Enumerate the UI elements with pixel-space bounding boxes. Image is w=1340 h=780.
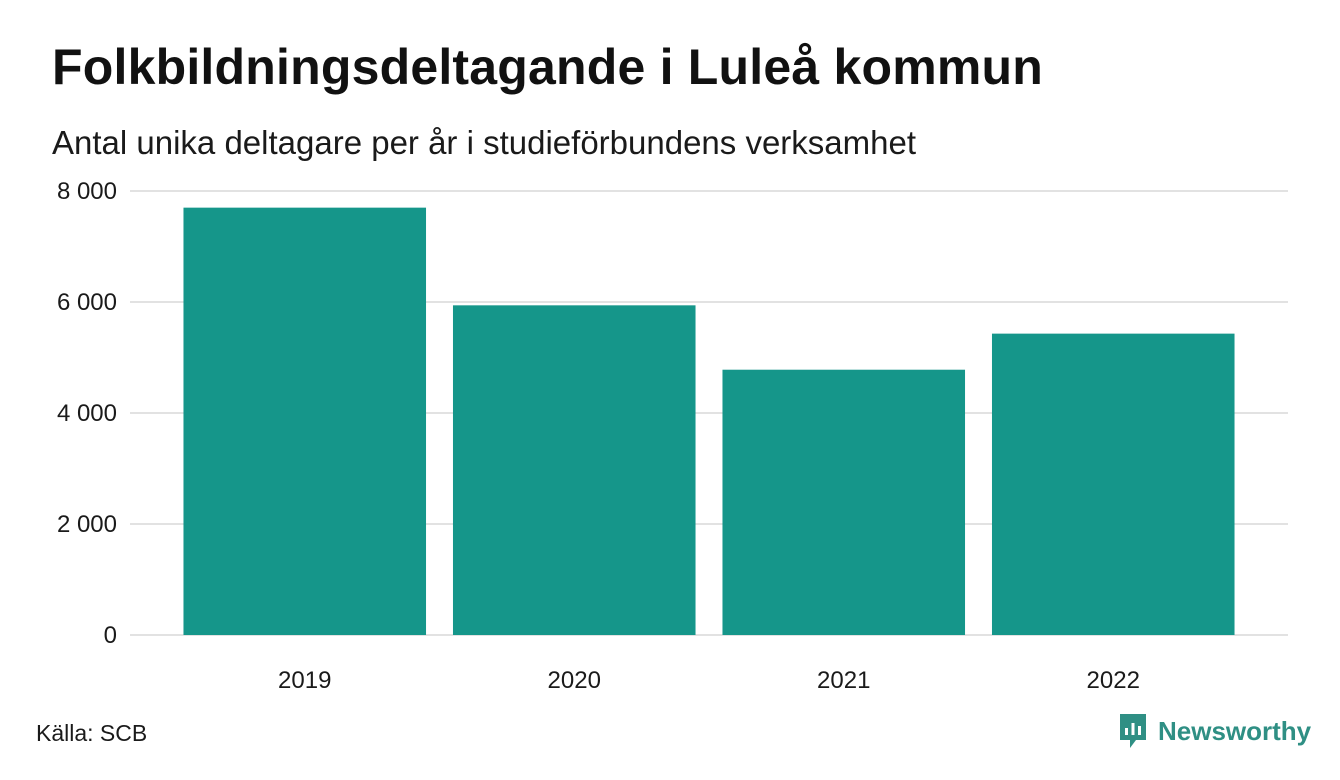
x-tick-label: 2019 (278, 667, 331, 694)
bar-2020 (452, 305, 696, 635)
x-tick-label: 2021 (817, 667, 870, 694)
chart-title: Folkbildningsdeltagande i Luleå kommun (52, 39, 1044, 95)
newsworthy-logo-icon (1120, 714, 1146, 748)
y-tick-label: 8 000 (57, 178, 117, 205)
x-axis-labels: 2019 2020 2021 2022 (278, 667, 1140, 694)
y-tick-label: 2 000 (57, 511, 117, 538)
source-note: Källa: SCB (36, 720, 148, 746)
y-tick-label: 6 000 (57, 289, 117, 316)
chart-subtitle: Antal unika deltagare per år i studieför… (52, 124, 917, 161)
x-tick-label: 2020 (548, 667, 601, 694)
brand: Newsworthy (1118, 712, 1311, 750)
y-tick-label: 0 (104, 622, 117, 649)
brand-name: Newsworthy (1158, 715, 1312, 746)
bars (183, 207, 1235, 635)
bar-2021 (722, 369, 966, 635)
bar-2022 (991, 333, 1235, 635)
y-axis-ticks: 0 2 000 4 000 6 000 8 000 (57, 178, 117, 649)
y-tick-label: 4 000 (57, 400, 117, 427)
bar-2019 (183, 207, 427, 635)
x-tick-label: 2022 (1087, 667, 1140, 694)
